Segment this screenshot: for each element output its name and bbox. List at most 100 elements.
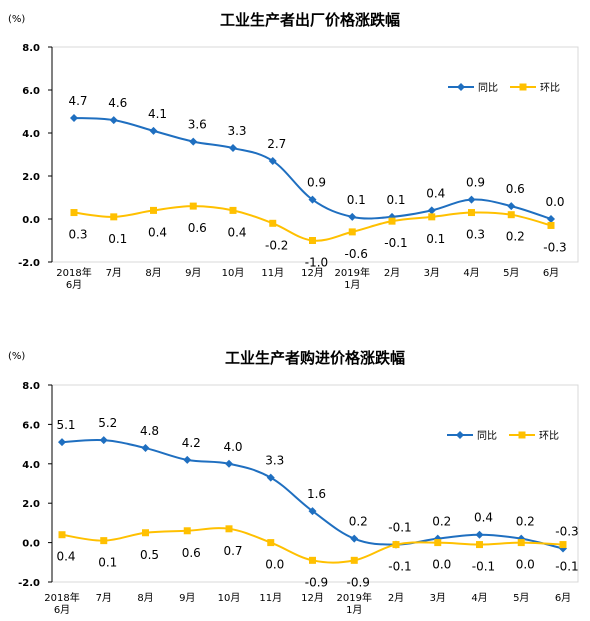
x-tick-label: 2018年 [44, 591, 79, 604]
data-label: 0.1 [98, 556, 117, 570]
data-point [427, 206, 436, 215]
data-label: 0.0 [516, 558, 535, 572]
data-label: 0.0 [265, 558, 284, 572]
data-label: 0.2 [349, 515, 368, 529]
data-label: 0.3 [68, 228, 87, 242]
data-label: 0.0 [545, 195, 564, 209]
x-tick-label: 8月 [137, 592, 153, 604]
data-label: -0.6 [345, 247, 368, 261]
data-label: 0.1 [386, 193, 405, 207]
data-point [350, 534, 359, 543]
x-tick-label: 4月 [463, 267, 479, 279]
data-label: 5.1 [56, 418, 75, 432]
x-tick-label: 11月 [259, 592, 282, 604]
data-point [507, 202, 516, 211]
data-label: 0.6 [188, 221, 207, 235]
data-label: -0.1 [555, 560, 578, 574]
data-label: 4.1 [148, 107, 167, 121]
data-point [225, 459, 233, 468]
data-point [150, 206, 157, 214]
data-label: 0.4 [474, 511, 493, 525]
x-tick-label: 5月 [513, 592, 529, 604]
data-label: -0.3 [543, 240, 566, 254]
y-tick-label: 0.0 [22, 215, 40, 226]
data-point [183, 455, 192, 464]
data-point [434, 539, 442, 547]
plot-area [51, 46, 579, 263]
data-label: 5.2 [98, 416, 117, 430]
data-label: -0.1 [384, 236, 407, 250]
data-label: 4.7 [68, 94, 87, 108]
data-point [100, 537, 108, 545]
data-point [308, 507, 317, 516]
data-point [348, 212, 357, 221]
data-label: 0.0 [432, 558, 451, 572]
data-point [309, 237, 316, 244]
data-point [266, 473, 275, 482]
y-tick-label: 0.0 [22, 539, 40, 550]
x-tick-label: 10月 [218, 592, 241, 604]
x-tick-label: 2019年 [335, 266, 370, 279]
x-tick-label: 8月 [145, 267, 161, 279]
data-point [58, 531, 66, 539]
data-point [348, 228, 356, 236]
y-tick-label: 4.0 [22, 460, 40, 471]
data-point [267, 539, 275, 547]
data-label: -0.1 [472, 560, 495, 574]
series-line-yoy [73, 116, 552, 220]
y-tick-label: 2.0 [22, 499, 40, 510]
data-point [559, 541, 567, 549]
data-label: 4.0 [223, 440, 242, 454]
data-label: -0.3 [555, 525, 578, 539]
chart-output-price: (%) 工业生产者出厂价格涨跌幅 8.0 6.0 4.0 2.0 0.0 -2.0 2018… [8, 11, 579, 291]
data-point [476, 541, 483, 549]
x-tick-label: 2月 [384, 267, 400, 279]
data-label: -0.1 [388, 560, 411, 574]
data-label: 0.4 [426, 186, 445, 200]
x-tick-label: 2月 [388, 592, 404, 604]
data-label: 3.6 [188, 118, 207, 132]
legend-marker [456, 431, 464, 439]
y-tick-label: 6.0 [22, 420, 40, 431]
data-label: 0.2 [432, 515, 451, 529]
data-point [149, 126, 158, 135]
data-label: 0.1 [426, 232, 445, 246]
y-tick-label: -2.0 [18, 578, 40, 589]
data-label: 0.9 [307, 176, 326, 190]
x-tick-label: 12月 [301, 592, 324, 604]
data-label: -1.0 [305, 256, 328, 270]
y-unit-label: (%) [8, 351, 25, 362]
data-point [70, 209, 78, 217]
data-point [309, 556, 316, 564]
data-label: 0.4 [148, 225, 167, 239]
data-point [269, 219, 277, 227]
x-tick-label: 12月 [301, 267, 324, 279]
data-label: 0.1 [347, 193, 366, 207]
data-point [229, 206, 237, 214]
data-label: 0.2 [516, 515, 535, 529]
x-tick-label: 11月 [261, 267, 284, 279]
x-tick-label: 10月 [222, 267, 245, 279]
data-point [350, 556, 358, 564]
data-point [99, 436, 108, 445]
x-tick-label: 5月 [503, 267, 519, 279]
chart-title: 工业生产者购进价格涨跌幅 [225, 349, 405, 367]
data-point [517, 534, 526, 543]
data-point [225, 525, 233, 533]
data-point [141, 444, 150, 453]
data-label: 0.1 [108, 232, 127, 246]
legend-label: 同比 [478, 82, 498, 94]
data-label: 0.9 [466, 176, 485, 190]
data-point [58, 438, 66, 447]
x-tick-label: 9月 [185, 267, 201, 279]
data-point [189, 137, 198, 146]
data-point [229, 144, 237, 153]
chart-title: 工业生产者出厂价格涨跌幅 [220, 11, 400, 29]
data-point [70, 113, 78, 122]
data-point [142, 529, 149, 537]
data-point [475, 530, 484, 539]
data-label: 4.2 [182, 436, 201, 450]
data-point [388, 217, 396, 225]
data-point [547, 221, 555, 229]
data-point [189, 202, 197, 210]
